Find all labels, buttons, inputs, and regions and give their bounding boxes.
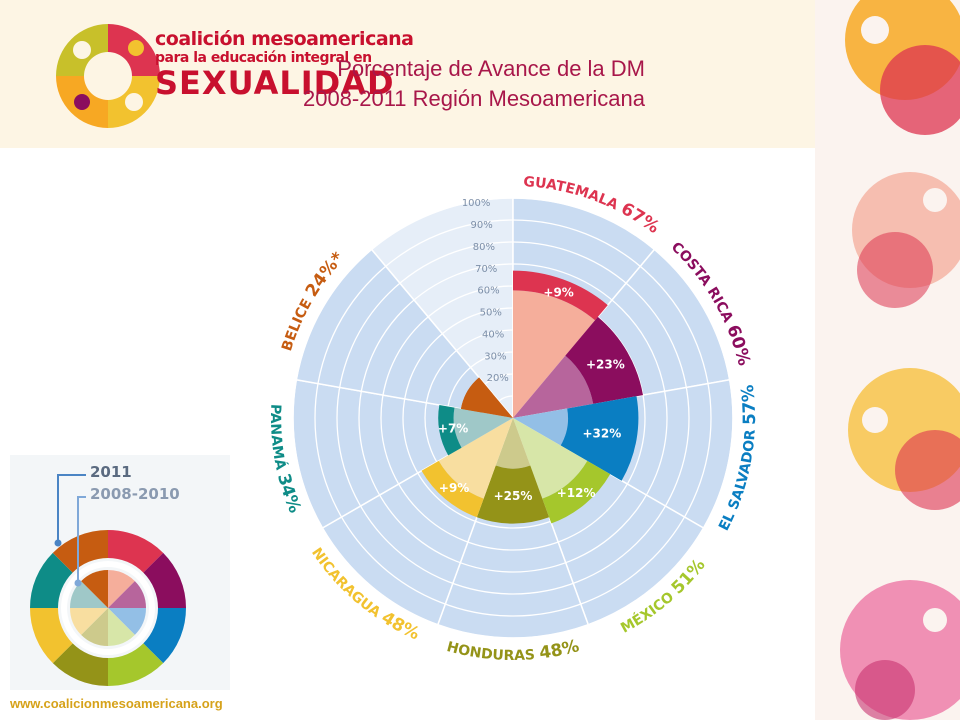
grid-ring: [314, 219, 712, 617]
tick-label: 30%: [484, 351, 506, 362]
logo-line1: coalición mesoamericana: [155, 28, 414, 50]
category-label: HONDURAS 48%: [445, 636, 581, 664]
header-banner: coalición mesoamericana para la educació…: [0, 0, 815, 148]
bar-increase: [438, 405, 462, 456]
legend-outer-label: 2011: [90, 463, 132, 481]
tick-label: 60%: [477, 286, 499, 297]
bar-increase: [542, 460, 611, 524]
grid-ring: [358, 263, 668, 573]
increase-label: +12%: [557, 486, 596, 500]
legend-ring-gap: [61, 561, 155, 655]
legend-inner-leader-dot: [74, 579, 82, 587]
bar-base: [513, 418, 588, 499]
legend-inner-segment: [108, 581, 146, 608]
legend-outer-segment: [30, 552, 73, 608]
polar-area-chart: +9% +23% +32% +12% +25% +9% +7% 20% 30% 40% 50% 60%…: [267, 174, 760, 664]
legend-inner-leader: [77, 496, 86, 583]
bar-increase: [565, 316, 643, 404]
footer-url[interactable]: www.coalicionmesoamericana.org: [10, 696, 223, 711]
legend-inner-segment: [81, 570, 108, 608]
bar-base: [495, 418, 531, 469]
grid-ring: [292, 197, 734, 639]
legend-inner-segment: [81, 608, 108, 646]
legend-inner-segment: [108, 608, 135, 646]
legend-inner-segment: [70, 608, 108, 635]
decorative-puzzle-strip: [815, 0, 960, 720]
legend-outer-segment: [30, 608, 73, 664]
chart-area: +9% +23% +32% +12% +25% +9% +7% 20% 30% 40% 50% 60%…: [225, 150, 805, 695]
bar-increase: [421, 460, 484, 518]
increase-label: +9%: [439, 481, 469, 495]
tick-label: 80%: [473, 242, 495, 253]
legend-outer-segment: [52, 643, 108, 686]
tick-label: 100%: [462, 198, 491, 209]
logo-puzzle-icon: [56, 24, 160, 128]
legend-inset-chart: 2011 2008-2010: [10, 455, 230, 690]
tick-label: 40%: [482, 329, 504, 340]
category-total: 60%: [722, 322, 754, 367]
increase-label: +23%: [586, 358, 625, 372]
page-title: Porcentaje de Avance de la DM 2008-2011 …: [303, 54, 645, 114]
legend-inner-label: 2008-2010: [90, 485, 180, 503]
bar-base: [513, 408, 568, 446]
category-name: HONDURAS: [445, 639, 540, 664]
title-line1: Porcentaje de Avance de la DM: [337, 56, 645, 81]
bar-base: [453, 407, 513, 448]
tick-label: 70%: [475, 264, 497, 275]
legend-outer-segment: [52, 530, 108, 573]
legend-outer-leader: [57, 474, 86, 543]
logo-line2: para la educación integral en: [155, 50, 372, 66]
legend-outer-segment: [143, 552, 186, 608]
bar-base: [513, 290, 596, 418]
legend-inner-segment: [108, 570, 135, 608]
bar-base: [513, 355, 594, 418]
tick-label: 90%: [470, 220, 492, 231]
bar-increase: [476, 465, 550, 524]
bar-base: [438, 418, 513, 499]
bar-increase: [513, 270, 608, 321]
legend-inner-segment: [108, 608, 146, 635]
category-name: PANAMÁ: [267, 404, 290, 477]
increase-label: +32%: [582, 427, 621, 441]
legend-inner-segment: [70, 581, 108, 608]
legend-outer-leader-dot: [54, 539, 62, 547]
increase-label: +25%: [494, 489, 533, 503]
category-total: 34%: [273, 471, 305, 515]
logo-line3: SEXUALIDAD: [155, 64, 395, 102]
category-total: 57%: [738, 384, 760, 425]
category-total: 48%: [538, 636, 581, 663]
logo-text: coalición mesoamericana para la educació…: [155, 28, 414, 102]
legend-inset: 2011 2008-2010: [10, 455, 230, 690]
grid-ring: [336, 241, 690, 595]
bar-increase: [560, 396, 639, 481]
tick-label: 20%: [487, 373, 509, 384]
title-line2: 2008-2011 Región Mesoamericana: [302, 86, 645, 111]
tick-label: 50%: [480, 308, 502, 319]
bar-increase: [461, 377, 493, 413]
increase-label: +7%: [438, 422, 468, 436]
increase-label: +9%: [543, 286, 573, 300]
legend-outer-segment: [108, 643, 164, 686]
legend-outer-segment: [108, 530, 164, 573]
legend-outer-segment: [143, 608, 186, 664]
